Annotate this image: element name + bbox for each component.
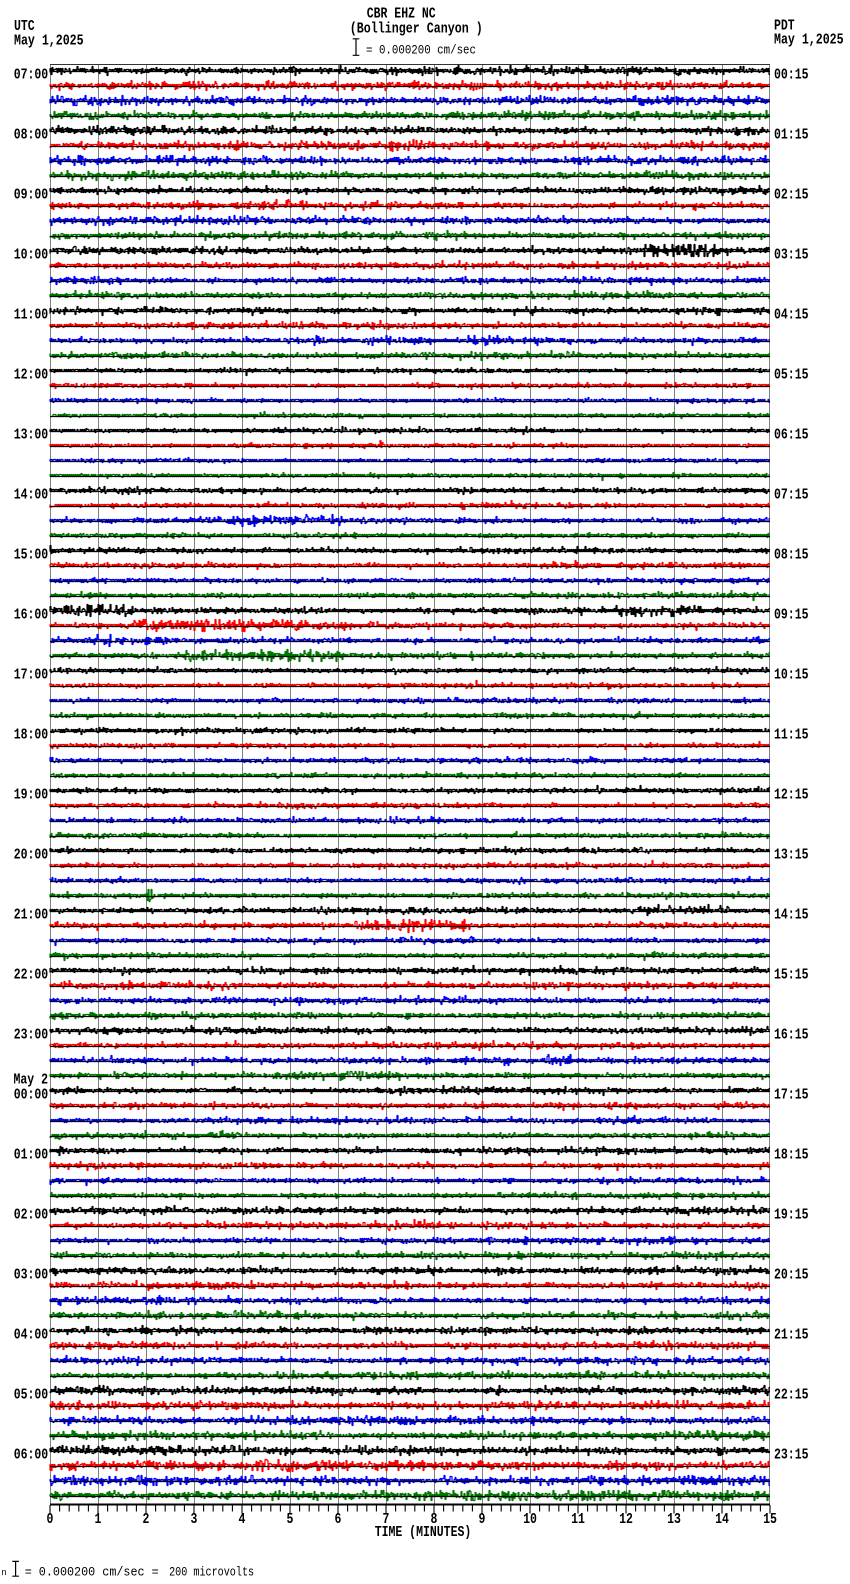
svg-text:CBR EHZ NC: CBR EHZ NC xyxy=(367,6,436,23)
svg-text:12:15: 12:15 xyxy=(774,787,809,804)
svg-text:TIME (MINUTES): TIME (MINUTES) xyxy=(375,1524,472,1541)
svg-text:21:00: 21:00 xyxy=(14,907,49,924)
svg-text:4: 4 xyxy=(239,1511,246,1528)
svg-text:09:00: 09:00 xyxy=(14,187,49,204)
svg-text:6: 6 xyxy=(335,1511,342,1528)
svg-text:10: 10 xyxy=(523,1511,537,1528)
svg-text:= 0.000200 cm/sec: = 0.000200 cm/sec xyxy=(366,43,476,58)
svg-text:00:15: 00:15 xyxy=(774,67,809,84)
svg-text:05:00: 05:00 xyxy=(14,1387,49,1404)
svg-text:19:00: 19:00 xyxy=(14,787,49,804)
svg-text:17:00: 17:00 xyxy=(14,667,49,684)
svg-text:(Bollinger Canyon ): (Bollinger Canyon ) xyxy=(350,21,483,38)
svg-text:00:00: 00:00 xyxy=(14,1087,49,1104)
svg-text:07:00: 07:00 xyxy=(14,67,49,84)
svg-text:13:15: 13:15 xyxy=(774,847,809,864)
svg-text:23:00: 23:00 xyxy=(14,1027,49,1044)
svg-text:07:15: 07:15 xyxy=(774,487,809,504)
svg-text:May 2: May 2 xyxy=(14,1072,49,1089)
svg-text:12:00: 12:00 xyxy=(14,367,49,384)
svg-text:22:15: 22:15 xyxy=(774,1387,809,1404)
svg-text:May 1,2025: May 1,2025 xyxy=(14,32,84,49)
svg-text:03:15: 03:15 xyxy=(774,247,809,264)
svg-text:12: 12 xyxy=(619,1511,633,1528)
svg-text:PDT: PDT xyxy=(774,18,795,35)
svg-text:03:00: 03:00 xyxy=(14,1267,49,1284)
svg-text:15:00: 15:00 xyxy=(14,547,49,564)
svg-text:02:00: 02:00 xyxy=(14,1207,49,1224)
svg-text:05:15: 05:15 xyxy=(774,367,809,384)
svg-text:14:15: 14:15 xyxy=(774,907,809,924)
svg-text:20:00: 20:00 xyxy=(14,847,49,864)
svg-text:13: 13 xyxy=(667,1511,681,1528)
svg-text:18:00: 18:00 xyxy=(14,727,49,744)
svg-text:22:00: 22:00 xyxy=(14,967,49,984)
svg-text:14:00: 14:00 xyxy=(14,487,49,504)
svg-text:200 microvolts: 200 microvolts xyxy=(169,1565,254,1580)
svg-text:06:15: 06:15 xyxy=(774,427,809,444)
svg-text:1: 1 xyxy=(95,1511,102,1528)
svg-text:10:15: 10:15 xyxy=(774,667,809,684)
svg-text:09:15: 09:15 xyxy=(774,607,809,624)
svg-text:2: 2 xyxy=(143,1511,150,1528)
svg-text:19:15: 19:15 xyxy=(774,1207,809,1224)
svg-text:11:15: 11:15 xyxy=(774,727,809,744)
svg-text:06:00: 06:00 xyxy=(14,1447,49,1464)
svg-text:08:00: 08:00 xyxy=(14,127,49,144)
svg-text:08:15: 08:15 xyxy=(774,547,809,564)
svg-text:9: 9 xyxy=(479,1511,486,1528)
svg-text:18:15: 18:15 xyxy=(774,1147,809,1164)
svg-text:04:15: 04:15 xyxy=(774,307,809,324)
svg-text:21:15: 21:15 xyxy=(774,1327,809,1344)
svg-text:01:15: 01:15 xyxy=(774,127,809,144)
svg-text:13:00: 13:00 xyxy=(14,427,49,444)
svg-text:01:00: 01:00 xyxy=(14,1147,49,1164)
svg-text:May 1,2025: May 1,2025 xyxy=(774,32,844,49)
svg-text:04:00: 04:00 xyxy=(14,1327,49,1344)
svg-text:16:00: 16:00 xyxy=(14,607,49,624)
svg-text:n: n xyxy=(1,1568,6,1578)
svg-text:15:15: 15:15 xyxy=(774,967,809,984)
svg-text:02:15: 02:15 xyxy=(774,187,809,204)
svg-text:15: 15 xyxy=(763,1511,777,1528)
svg-text:UTC: UTC xyxy=(14,18,35,35)
svg-text:20:15: 20:15 xyxy=(774,1267,809,1284)
svg-text:3: 3 xyxy=(191,1511,198,1528)
svg-text:8: 8 xyxy=(431,1511,438,1528)
svg-text:16:15: 16:15 xyxy=(774,1027,809,1044)
svg-text:11:00: 11:00 xyxy=(14,307,49,324)
svg-text:0: 0 xyxy=(47,1511,54,1528)
svg-text:10:00: 10:00 xyxy=(14,247,49,264)
svg-text:11: 11 xyxy=(571,1511,585,1528)
svg-text:23:15: 23:15 xyxy=(774,1447,809,1464)
svg-text:= 0.000200 cm/sec =: = 0.000200 cm/sec = xyxy=(25,1565,159,1580)
svg-text:7: 7 xyxy=(383,1511,390,1528)
svg-text:5: 5 xyxy=(287,1511,294,1528)
svg-text:14: 14 xyxy=(715,1511,729,1528)
svg-text:17:15: 17:15 xyxy=(774,1087,809,1104)
